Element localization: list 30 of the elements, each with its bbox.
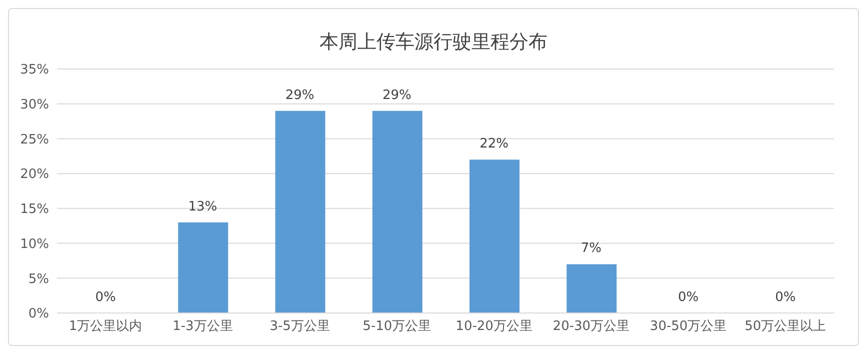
x-tick-label: 3-5万公里 xyxy=(270,319,330,334)
x-tick-label: 1-3万公里 xyxy=(172,319,233,334)
y-tick-label: 0% xyxy=(28,306,49,322)
bar xyxy=(178,222,228,313)
y-tick-label: 25% xyxy=(20,132,49,148)
data-label: 29% xyxy=(285,88,314,103)
x-tick-label: 30-50万公里 xyxy=(650,319,727,334)
y-tick-label: 5% xyxy=(28,272,49,287)
x-tick-label: 5-10万公里 xyxy=(362,319,432,334)
x-tick-label: 10-20万公里 xyxy=(456,319,532,334)
data-label: 0% xyxy=(678,290,699,305)
x-tick-label: 20-30万公里 xyxy=(552,319,630,334)
data-label: 22% xyxy=(480,136,509,152)
y-tick-label: 35% xyxy=(20,62,49,78)
y-tick-label: 10% xyxy=(20,236,49,252)
y-tick-label: 15% xyxy=(20,202,49,218)
data-label: 0% xyxy=(95,290,116,305)
bar xyxy=(470,160,520,313)
y-tick-label: 30% xyxy=(20,97,49,112)
y-tick-label: 20% xyxy=(20,167,49,182)
data-label: 7% xyxy=(580,241,602,256)
data-label: 29% xyxy=(382,88,412,103)
x-tick-label: 50万公里以上 xyxy=(744,319,826,334)
chart-title: 本周上传车源行驶里程分布 xyxy=(318,30,548,55)
bar xyxy=(566,264,617,313)
data-label: 13% xyxy=(188,199,218,214)
bar xyxy=(372,110,422,313)
data-label: 0% xyxy=(775,290,796,305)
bar xyxy=(275,110,326,313)
x-tick-label: 1万公里以内 xyxy=(68,319,142,334)
